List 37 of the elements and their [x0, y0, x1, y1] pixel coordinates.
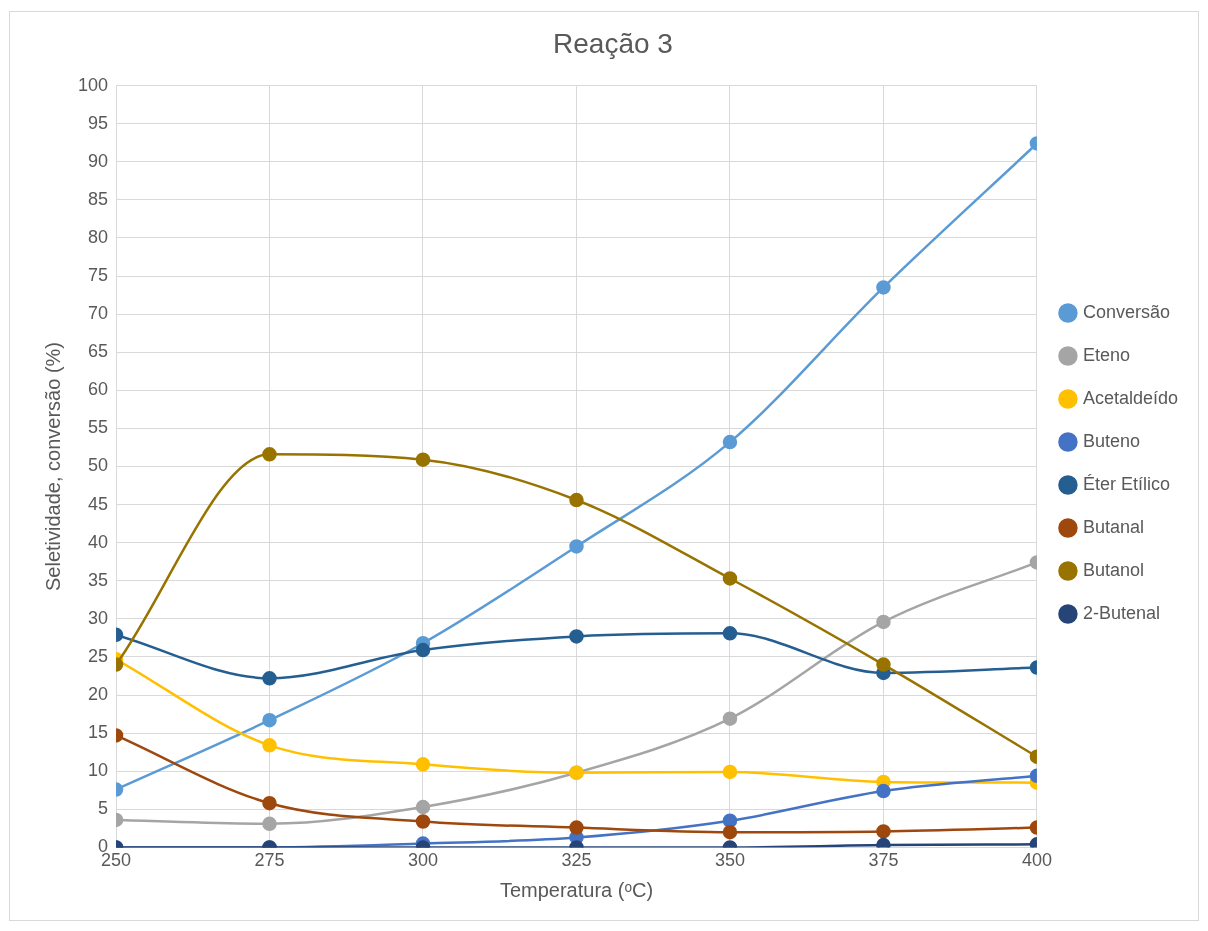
y-tick-label: 85: [88, 188, 109, 209]
legend-label: Conversão: [1082, 301, 1170, 322]
y-tick-label: 30: [88, 607, 109, 628]
y-tick-label: 45: [88, 493, 109, 514]
y-tick-label: 15: [88, 722, 109, 743]
y-tick-label: 35: [88, 569, 109, 590]
y-tick-label: 5: [98, 798, 109, 819]
legend-label: Butanol: [1082, 559, 1144, 580]
y-tick-label: 60: [88, 379, 109, 400]
y-tick-label: 65: [88, 341, 109, 362]
x-tick-label: 375: [868, 850, 899, 871]
y-tick-label: 75: [88, 265, 109, 286]
legend-label: Acetaldeído: [1082, 387, 1179, 408]
y-tick-label: 55: [88, 417, 109, 438]
x-tick-label: 400: [1021, 850, 1052, 871]
y-tick-label: 10: [88, 760, 109, 781]
y-tick-label: 90: [88, 150, 109, 171]
legend-label: Buteno: [1082, 430, 1140, 451]
y-tick-label: 25: [88, 645, 109, 666]
chart-title: Reação 3: [553, 27, 673, 59]
y-axis-title: Seletividade, conversão (%): [41, 341, 64, 592]
x-tick-label: 275: [254, 850, 285, 871]
y-tick-label: 80: [88, 226, 109, 247]
legend-label: Eteno: [1082, 344, 1130, 365]
y-tick-label: 50: [88, 455, 109, 476]
x-tick-label: 350: [714, 850, 745, 871]
y-tick-label: 100: [77, 74, 109, 95]
x-axis-title: Temperatura (ᵒC): [499, 878, 654, 901]
y-tick-label: 95: [88, 112, 109, 133]
legend-label: 2-Butenal: [1082, 602, 1160, 623]
y-tick-label: 40: [88, 531, 109, 552]
x-tick-label: 325: [561, 850, 592, 871]
legend-label: Butanal: [1082, 516, 1144, 537]
y-tick-label: 70: [88, 303, 109, 324]
legend-label: Éter Etílico: [1082, 473, 1170, 494]
y-tick-label: 20: [88, 684, 109, 705]
x-tick-label: 300: [407, 850, 439, 871]
